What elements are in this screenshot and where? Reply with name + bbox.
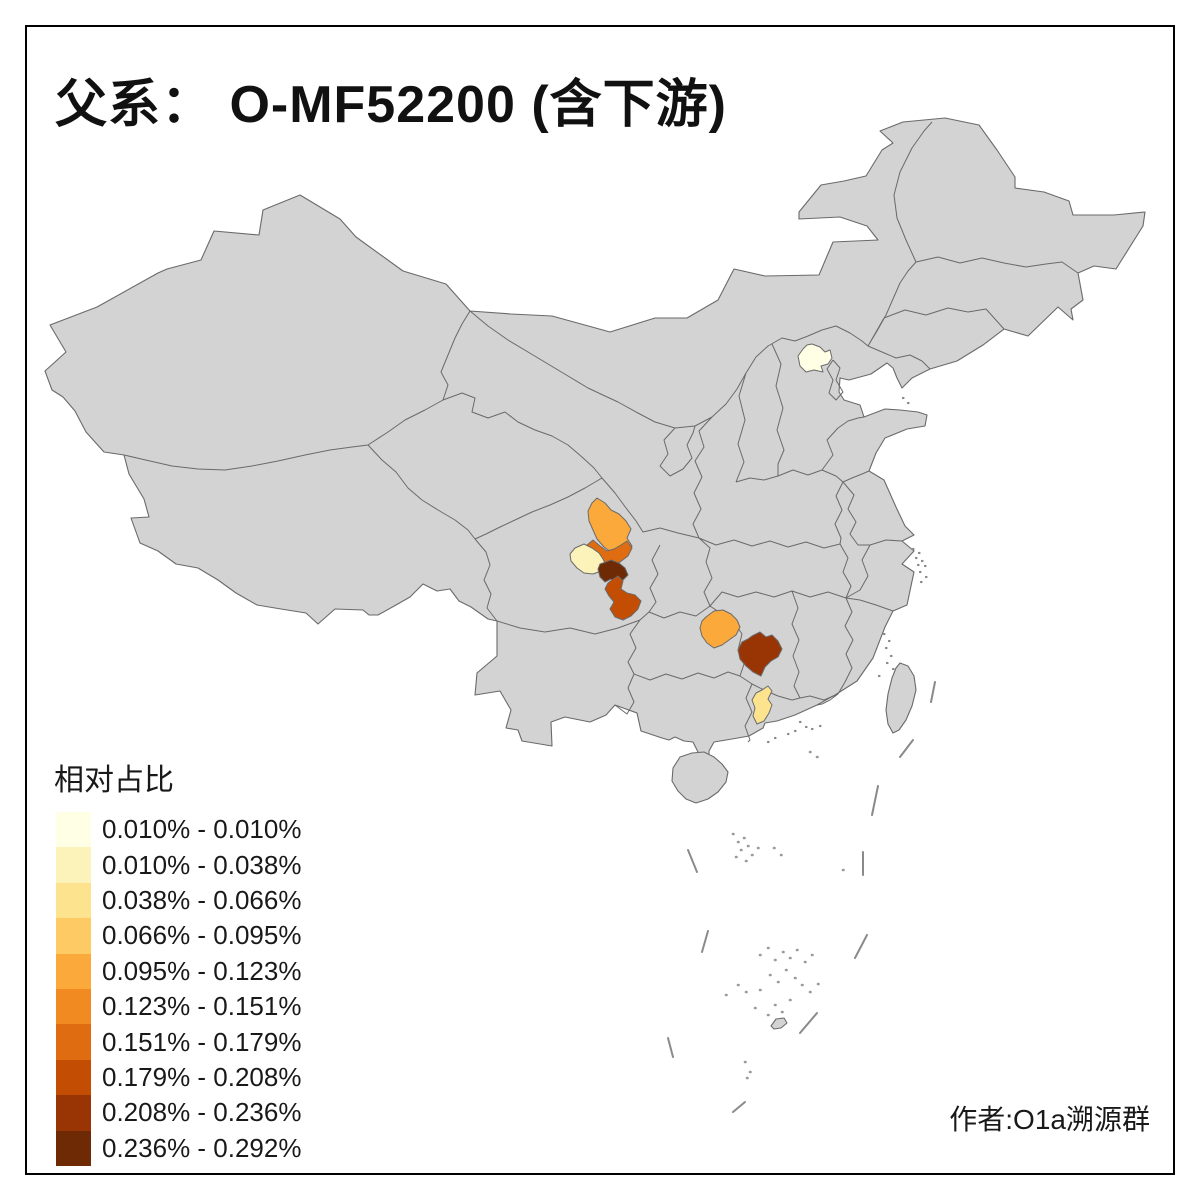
legend-entry: 0.236% - 0.292% — [56, 1130, 302, 1166]
legend-swatch — [56, 1024, 91, 1060]
legend-entry-label: 0.010% - 0.010% — [102, 814, 302, 845]
legend-entry-label: 0.179% - 0.208% — [102, 1061, 302, 1092]
region-west-guangdong — [751, 685, 773, 725]
page-title: 父系： O-MF52200 (含下游) — [55, 76, 727, 134]
plot-frame — [25, 25, 1175, 1175]
legend-swatch — [56, 812, 91, 848]
region-north-guizhou — [699, 609, 741, 649]
legend-entry: 0.179% - 0.208% — [56, 1059, 302, 1096]
legend-entry-label: 0.038% - 0.066% — [102, 884, 302, 915]
province-borders — [123, 121, 1079, 743]
legend-entry-label: 0.066% - 0.095% — [102, 920, 302, 951]
taiwan-island — [885, 662, 917, 734]
legend-swatch — [56, 1095, 91, 1131]
region-beijing — [797, 343, 833, 373]
attribution: 作者:O1a溯源群 — [949, 1104, 1150, 1135]
hainan-island — [671, 751, 729, 804]
region-south-sichuan — [604, 575, 642, 621]
legend-title: 相对占比 — [54, 764, 174, 797]
legend-rows: 0.010% - 0.010% 0.010% - 0.038% 0.038% -… — [56, 812, 301, 1166]
legend-entry: 0.208% - 0.236% — [56, 1095, 302, 1131]
legend-entry: 0.038% - 0.066% — [56, 882, 302, 919]
legend-entry: 0.010% - 0.010% — [56, 812, 302, 848]
south-sea-islet — [770, 1017, 788, 1030]
legend-entry-label: 0.123% - 0.151% — [102, 991, 302, 1022]
legend-entry: 0.066% - 0.095% — [56, 918, 302, 954]
coastal-specks — [766, 396, 928, 744]
legend-swatch — [56, 1130, 91, 1166]
china-mainland — [44, 117, 1146, 765]
legend-swatch — [56, 953, 91, 989]
legend-entry: 0.010% - 0.038% — [56, 847, 302, 883]
legend-swatch — [56, 1059, 91, 1096]
island-dots — [724, 750, 845, 1080]
legend-swatch — [56, 988, 91, 1025]
legend-entry-label: 0.151% - 0.179% — [102, 1026, 302, 1057]
legend-entry-label: 0.095% - 0.123% — [102, 955, 302, 986]
legend-entry: 0.123% - 0.151% — [56, 988, 302, 1025]
legend: 相对占比 0.010% - 0.010% 0.010% - 0.038% 0.0… — [54, 755, 301, 1166]
legend-entry-label: 0.208% - 0.236% — [102, 1097, 302, 1128]
region-west-hunan — [737, 631, 783, 677]
legend-entry: 0.151% - 0.179% — [56, 1024, 302, 1060]
legend-entry-label: 0.010% - 0.038% — [102, 849, 302, 880]
legend-swatch — [56, 882, 91, 919]
legend-entry-label: 0.236% - 0.292% — [102, 1132, 302, 1163]
legend-entry: 0.095% - 0.123% — [56, 953, 302, 989]
legend-swatch — [56, 918, 91, 954]
legend-swatch — [56, 847, 91, 883]
nine-dash-line — [667, 681, 936, 1113]
